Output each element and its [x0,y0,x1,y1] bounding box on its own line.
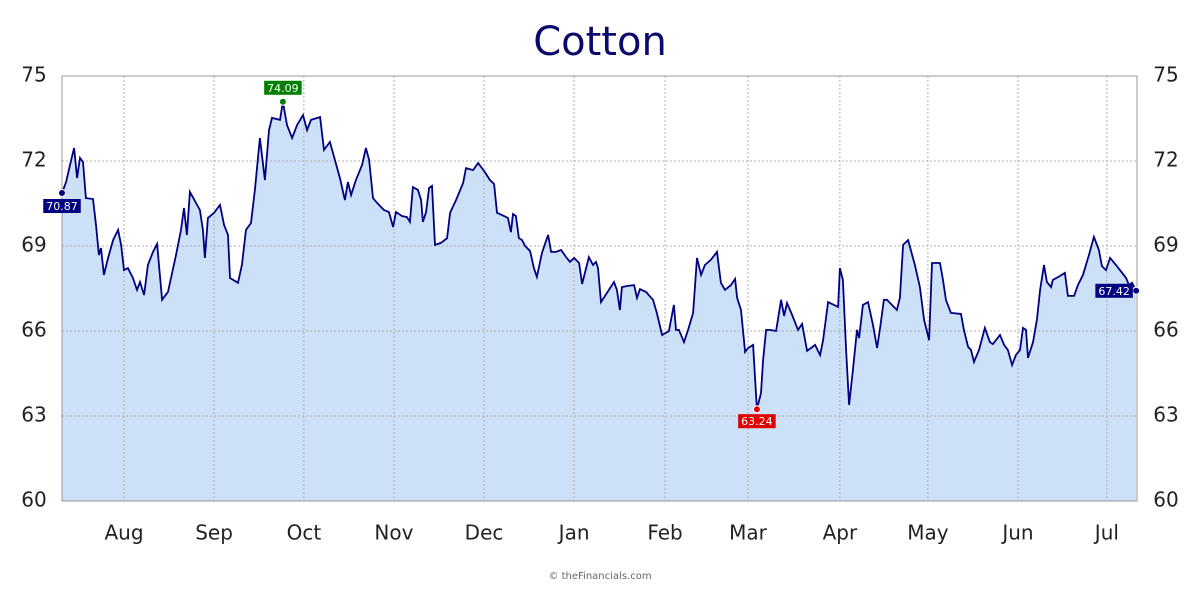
y-tick-label: 66 [1153,318,1178,342]
point-marker [752,405,761,414]
x-tick-label: Dec [465,521,504,545]
x-tick-label: Nov [374,521,413,545]
value-label: 63.24 [738,414,776,429]
label-box [264,80,302,95]
x-tick-label: Jan [557,521,590,545]
x-tick-label: Aug [104,521,143,545]
point-marker [278,97,287,106]
point-marker [1132,286,1141,295]
label-box [1095,283,1133,298]
line [61,101,1137,410]
x-tick-label: Feb [647,521,682,545]
value-label: 70.87 [43,199,81,214]
x-tick-label: Sep [195,521,233,545]
y-tick-label: 60 [1153,488,1178,512]
label-box [43,199,81,214]
y-tick-label: 69 [21,233,46,257]
y-tick-label: 75 [1153,63,1178,87]
label-box [738,414,776,429]
y-tick-label: 63 [21,403,46,427]
y-tick-label: 72 [1153,148,1178,172]
value-label: 74.09 [264,80,302,95]
y-tick-label: 72 [21,148,46,172]
label-text: 70.87 [46,200,78,213]
x-tick-label: Apr [823,521,858,545]
x-tick-label: Mar [729,521,768,545]
label-text: 67.42 [1098,285,1130,298]
chart-title: Cotton [533,19,667,65]
area [62,101,1137,502]
y-tick-label: 63 [1153,403,1178,427]
point-marker [58,189,66,198]
y-tick-label: 60 [21,488,46,512]
label-text: 63.24 [741,415,773,428]
x-tick-label: Jun [1000,521,1033,545]
x-tick-label: May [907,521,949,545]
x-tick-label: Oct [287,521,322,545]
value-label: 67.42 [1095,283,1133,298]
x-tick-label: Jul [1093,521,1119,545]
y-tick-label: 66 [21,318,46,342]
y-tick-label: 69 [1153,233,1178,257]
y-tick-label: 75 [21,63,46,87]
footer: © theFinancials.com [548,571,651,582]
label-text: 74.09 [267,82,299,95]
